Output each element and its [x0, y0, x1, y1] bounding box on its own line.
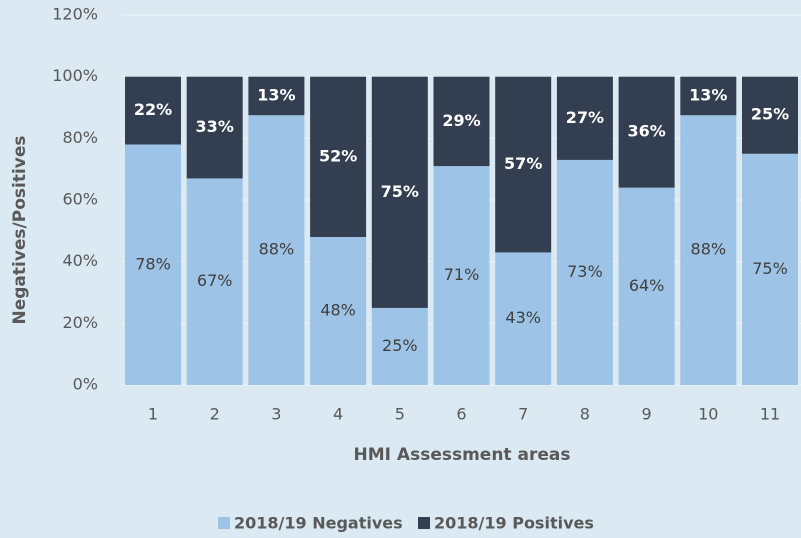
bar-segment: [248, 115, 305, 385]
x-tick-label: 9: [642, 405, 652, 424]
bar-segment: [186, 178, 243, 385]
x-tick-label: 6: [456, 405, 466, 424]
data-label: 22%: [134, 100, 172, 119]
x-tick-label: 8: [580, 405, 590, 424]
data-label: 75%: [381, 182, 419, 201]
data-label: 88%: [259, 240, 295, 259]
data-label: 13%: [689, 85, 727, 104]
data-label: 75%: [752, 259, 788, 278]
bar-segment: [310, 237, 367, 385]
bar-segment: [248, 76, 305, 116]
data-label: 71%: [444, 265, 480, 284]
x-tick-label: 1: [148, 405, 158, 424]
data-label: 25%: [751, 105, 789, 124]
bar-segment: [125, 144, 181, 385]
data-label: 67%: [197, 271, 233, 290]
data-label: 57%: [504, 154, 542, 173]
data-label: 43%: [505, 308, 541, 327]
y-axis-title: Negatives/Positives: [10, 135, 30, 324]
data-label: 64%: [629, 276, 665, 295]
bar-segment: [742, 76, 798, 154]
bar-segment: [433, 166, 490, 385]
x-axis-title: HMI Assessment areas: [354, 445, 571, 465]
bar-segment: [495, 252, 552, 385]
x-tick-label: 3: [271, 405, 281, 424]
x-tick-label: 11: [760, 405, 780, 424]
bar-segment: [618, 76, 675, 188]
x-tick-label: 2: [210, 405, 220, 424]
data-label: 33%: [196, 117, 234, 136]
x-tick-label: 4: [333, 405, 343, 424]
data-label: 48%: [320, 301, 356, 320]
x-tick-label: 10: [698, 405, 718, 424]
bar-segment: [556, 159, 613, 385]
bar-segment: [556, 76, 613, 160]
data-label: 88%: [691, 240, 727, 259]
data-label: 78%: [135, 254, 171, 273]
y-tick-label: 60%: [62, 190, 98, 209]
bar-segment: [680, 76, 737, 116]
data-label: 13%: [257, 85, 295, 104]
data-label: 25%: [382, 336, 418, 355]
legend-label: 2018/19 Negatives: [234, 514, 403, 533]
bar-segment: [310, 76, 367, 238]
bar-segment: [495, 76, 552, 253]
legend-swatch: [218, 517, 230, 529]
data-label: 36%: [627, 122, 665, 141]
y-tick-label: 20%: [62, 313, 98, 332]
data-label: 52%: [319, 146, 357, 165]
bar-segment: [125, 76, 181, 145]
bar-segment: [742, 153, 798, 385]
data-label: 27%: [566, 108, 604, 127]
bar-segment: [680, 115, 737, 385]
y-tick-label: 120%: [52, 5, 98, 24]
legend-swatch: [418, 517, 430, 529]
bar-segment: [433, 76, 490, 167]
data-label: 73%: [567, 262, 603, 281]
bar-segment: [618, 187, 675, 385]
y-tick-label: 100%: [52, 66, 98, 85]
legend-label: 2018/19 Positives: [434, 514, 594, 533]
bar-segment: [186, 76, 243, 179]
x-tick-label: 7: [518, 405, 528, 424]
bar-segment: [371, 76, 428, 308]
y-tick-label: 0%: [73, 375, 98, 394]
bar-segment: [371, 307, 428, 385]
x-tick-label: 5: [395, 405, 405, 424]
y-tick-label: 80%: [62, 128, 98, 147]
y-tick-label: 40%: [62, 251, 98, 270]
data-label: 29%: [442, 111, 480, 130]
